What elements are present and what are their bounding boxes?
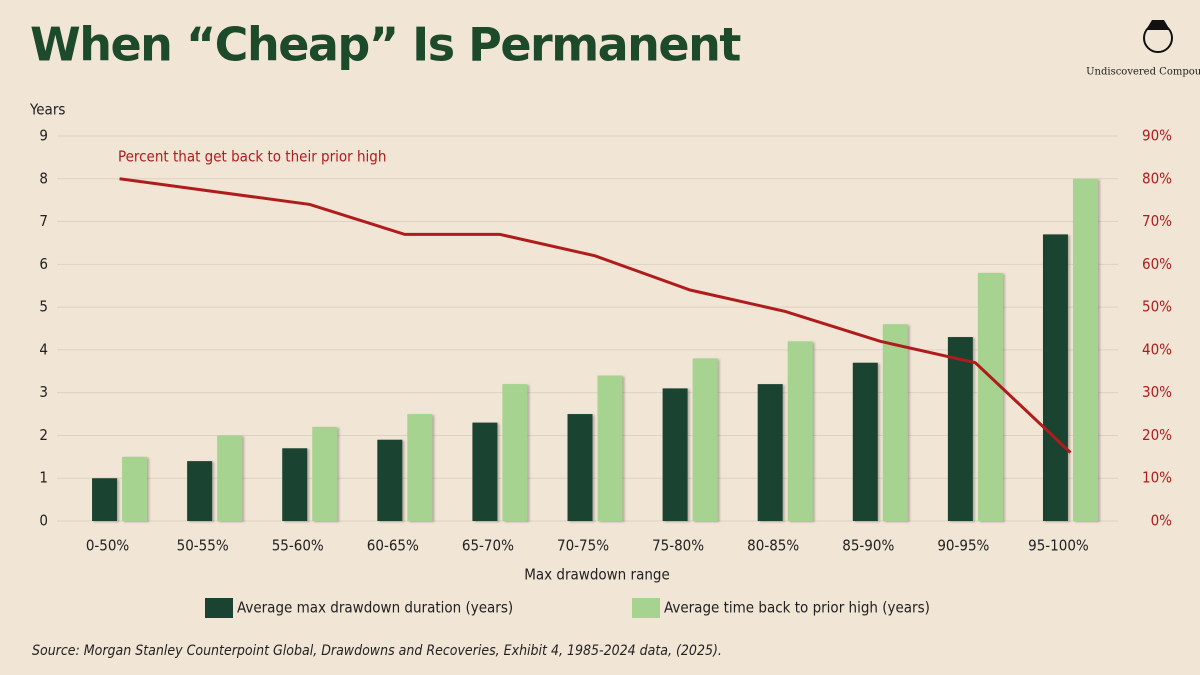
y-tick-label: 2 [39,426,48,444]
y2-tick-label: 80% [1142,169,1172,187]
bar [852,362,878,521]
y2-tick-label: 70% [1142,212,1172,230]
x-tick-label: 50-55% [177,537,229,555]
legend-label: Average time back to prior high (years) [664,599,930,617]
bar [407,414,433,521]
line [119,177,1072,454]
bar [977,272,1003,521]
y-tick-label: 1 [39,469,48,487]
bar [217,435,243,521]
source: Source: Morgan Stanley Counterpoint Glob… [32,643,722,659]
bar [122,456,148,521]
bar [757,384,783,521]
x-tick-label: 90-95% [937,537,989,555]
bar [1072,178,1098,521]
brand: Undiscovered Compounders [1086,67,1200,78]
bar [662,388,688,521]
y-tick-label: 0 [39,512,48,530]
y2-tick-label: 0% [1151,512,1173,530]
legend-swatch [632,598,660,618]
y2-tick-label: 30% [1142,383,1172,401]
y2-tick-label: 20% [1142,426,1172,444]
x-tick-label: 60-65% [367,537,419,555]
y-tick-label: 9 [39,127,48,145]
x-tick-label: 80-85% [747,537,799,555]
y-tick-label: 6 [39,255,48,273]
y-tick-label: 5 [39,298,48,316]
logo: Undiscovered Compounders [1086,20,1200,78]
chart-title: When “Cheap” Is Permanent [30,18,740,72]
y-axis-label: Years [29,101,65,119]
y2-tick-label: 50% [1142,298,1172,316]
legend-swatch [205,598,233,618]
x-tick-label: 95-100% [1028,537,1089,555]
bar [597,375,623,521]
y2-tick-label: 40% [1142,340,1172,358]
x-tick-label: 55-60% [272,537,324,555]
bar [947,337,973,521]
bar [92,478,118,521]
y2-tick-label: 10% [1142,469,1172,487]
x-tick-label: 70-75% [557,537,609,555]
x-axis-label: Max drawdown range [524,566,670,584]
x-tick-label: 65-70% [462,537,514,555]
legend-label: Average max drawdown duration (years) [237,599,513,617]
bar [882,324,908,521]
x-tick-label: 75-80% [652,537,704,555]
bar [1042,234,1068,521]
x-tick-label: 0-50% [86,537,130,555]
y-tick-label: 3 [39,383,48,401]
bar [567,414,593,521]
bar [377,439,403,521]
x-tick-label: 85-90% [842,537,894,555]
bar [787,341,813,521]
bar [282,448,308,521]
y-tick-label: 4 [39,340,48,358]
logo-hat [1146,20,1170,30]
y-tick-label: 7 [39,212,48,230]
bar [187,461,213,521]
bar [312,426,338,521]
bar [472,422,498,521]
bar [502,384,528,521]
annotation: Percent that get back to their prior hig… [118,148,386,166]
y2-tick-label: 90% [1142,127,1172,145]
y2-tick-label: 60% [1142,255,1172,273]
bar [692,358,718,521]
y-tick-label: 8 [39,169,48,187]
